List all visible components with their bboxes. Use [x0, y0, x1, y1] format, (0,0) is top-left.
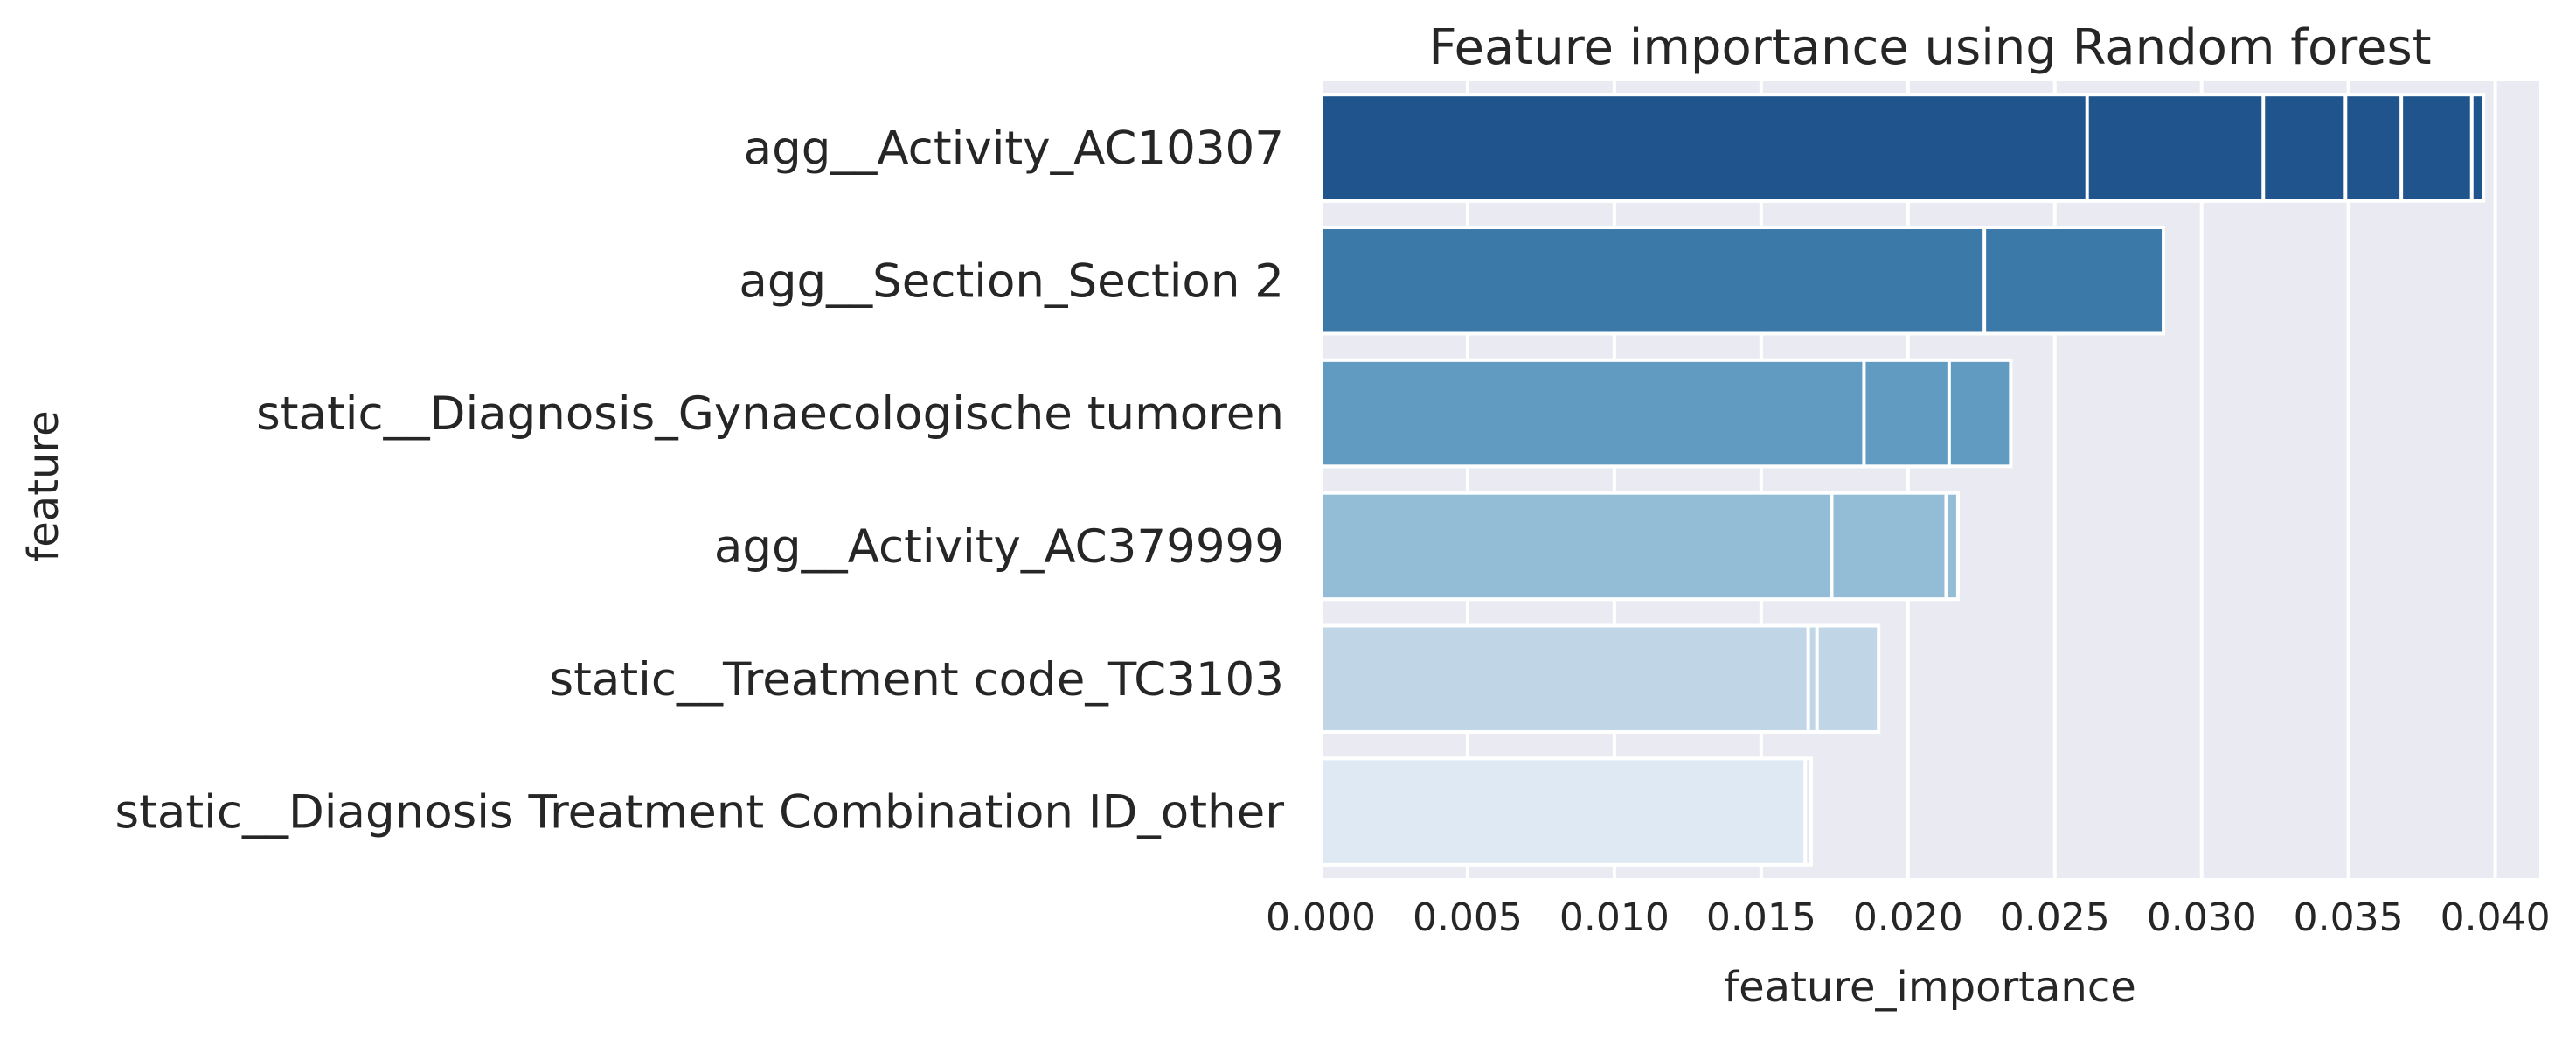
y-tick-label: agg__Section_Section 2	[739, 254, 1284, 308]
y-tick-label: static__Diagnosis Treatment Combination …	[115, 786, 1284, 839]
bar	[1319, 491, 1834, 602]
plot-background	[1321, 81, 2539, 878]
x-tick-label: 0.030	[2147, 895, 2257, 940]
x-tick-label: 0.035	[2294, 895, 2404, 940]
x-tick-labels: 0.000 0.005 0.010 0.015 0.020 0.025 0.030 0.035…	[1266, 895, 2551, 940]
bar	[1319, 358, 1866, 469]
x-tick-label: 0.015	[1706, 895, 1816, 940]
y-tick-label: static__Treatment code_TC3103	[549, 653, 1284, 707]
y-tick-label: agg__Activity_AC379999	[714, 520, 1284, 574]
x-tick-label: 0.040	[2441, 895, 2551, 940]
x-tick-label: 0.010	[1559, 895, 1670, 940]
y-axis-label: feature	[19, 410, 68, 561]
bar	[1319, 623, 1810, 734]
y-tick-label: agg__Activity_AC10307	[744, 122, 1284, 175]
bar	[1319, 93, 2089, 203]
y-tick-labels: agg__Activity_AC10307 agg__Section_Sectio…	[115, 122, 1284, 839]
x-tick-label: 0.005	[1413, 895, 1523, 940]
bar	[1319, 756, 1808, 867]
grid-lines	[1319, 81, 2497, 878]
chart-title: Feature importance using Random forest	[1428, 19, 2431, 76]
bar	[1319, 226, 1987, 336]
x-tick-label: 0.020	[1853, 895, 1963, 940]
y-tick-label: static__Diagnosis_Gynaecologische tumore…	[256, 387, 1284, 441]
bars	[1319, 93, 2486, 867]
x-tick-label: 0.000	[1266, 895, 1376, 940]
x-tick-label: 0.025	[2000, 895, 2110, 940]
x-axis-label: feature_importance	[1724, 963, 2136, 1012]
